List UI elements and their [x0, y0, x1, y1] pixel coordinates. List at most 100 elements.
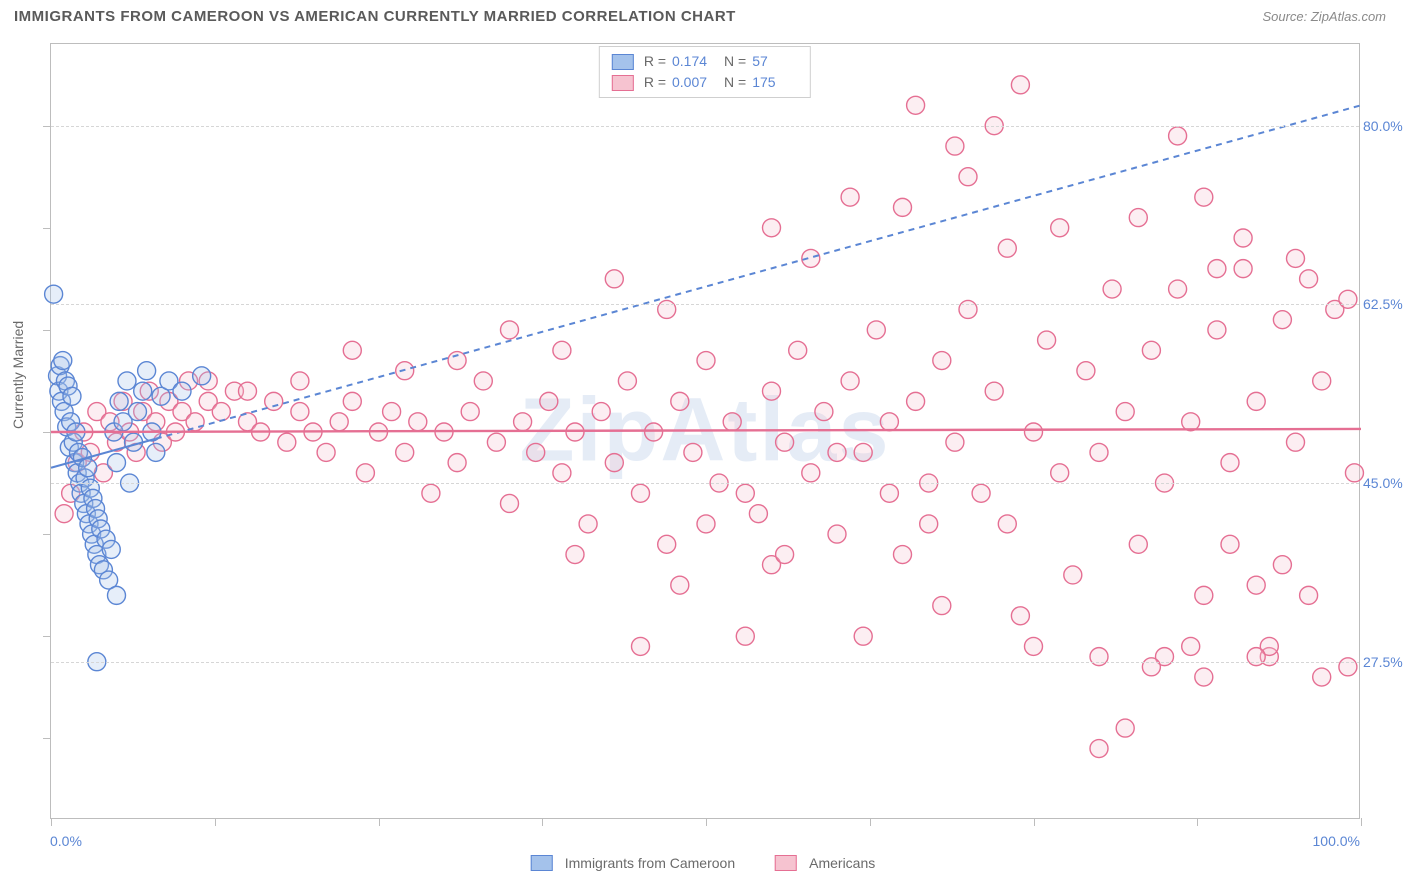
scatter-point: [422, 484, 440, 502]
scatter-point: [409, 413, 427, 431]
scatter-point: [592, 403, 610, 421]
scatter-point: [55, 505, 73, 523]
scatter-point: [1247, 648, 1265, 666]
scatter-point: [278, 433, 296, 451]
scatter-point: [658, 535, 676, 553]
scatter-point: [540, 392, 558, 410]
scatter-point: [763, 219, 781, 237]
scatter-point: [684, 443, 702, 461]
scatter-point: [1247, 576, 1265, 594]
scatter-point: [1221, 454, 1239, 472]
legend-swatch-americans: [612, 75, 634, 91]
scatter-point: [553, 464, 571, 482]
scatter-point: [867, 321, 885, 339]
legend-swatch-cameroon: [612, 54, 634, 70]
scatter-point: [736, 627, 754, 645]
scatter-point: [1090, 648, 1108, 666]
scatter-point: [749, 505, 767, 523]
scatter-point: [645, 423, 663, 441]
legend-item-americans: Americans: [775, 855, 875, 871]
scatter-point: [343, 341, 361, 359]
chart-wrap: Currently Married ZipAtlas R = 0.174 N =…: [0, 29, 1406, 881]
scatter-point: [854, 627, 872, 645]
scatter-point: [1116, 403, 1134, 421]
scatter-point: [54, 352, 72, 370]
scatter-point: [239, 382, 257, 400]
scatter-point: [186, 413, 204, 431]
legend-item-cameroon: Immigrants from Cameroon: [531, 855, 735, 871]
scatter-point: [45, 285, 63, 303]
legend-label-americans: Americans: [809, 855, 875, 871]
scatter-point: [330, 413, 348, 431]
scatter-point: [723, 413, 741, 431]
scatter-point: [946, 137, 964, 155]
scatter-point: [1025, 637, 1043, 655]
scatter-point: [1011, 607, 1029, 625]
scatter-point: [763, 382, 781, 400]
scatter-point: [1090, 740, 1108, 758]
scatter-point: [894, 546, 912, 564]
r-value-americans: 0.007: [672, 72, 718, 93]
scatter-point: [118, 372, 136, 390]
scatter-point: [789, 341, 807, 359]
scatter-point: [736, 484, 754, 502]
scatter-point: [658, 300, 676, 318]
scatter-point: [291, 372, 309, 390]
scatter-point: [697, 352, 715, 370]
scatter-point: [802, 464, 820, 482]
legend-swatch-cameroon-bottom: [531, 855, 553, 871]
scatter-point: [291, 403, 309, 421]
scatter-point: [1011, 76, 1029, 94]
scatter-point: [998, 515, 1016, 533]
scatter-point: [212, 403, 230, 421]
legend-label-cameroon: Immigrants from Cameroon: [565, 855, 735, 871]
scatter-point: [134, 382, 152, 400]
scatter-point: [1182, 637, 1200, 655]
scatter-point: [1038, 331, 1056, 349]
scatter-point: [102, 540, 120, 558]
scatter-point: [79, 459, 97, 477]
scatter-point: [671, 576, 689, 594]
legend-bottom: Immigrants from Cameroon Americans: [531, 855, 876, 871]
scatter-point: [1339, 658, 1357, 676]
scatter-point: [396, 443, 414, 461]
scatter-point: [448, 352, 466, 370]
scatter-point: [1195, 188, 1213, 206]
scatter-point: [1195, 668, 1213, 686]
y-tick-label: 62.5%: [1363, 296, 1406, 312]
scatter-point: [776, 433, 794, 451]
scatter-point: [1234, 260, 1252, 278]
y-tick-label: 27.5%: [1363, 654, 1406, 670]
scatter-point: [1221, 535, 1239, 553]
scatter-point: [1025, 423, 1043, 441]
chart-title: IMMIGRANTS FROM CAMEROON VS AMERICAN CUR…: [14, 8, 736, 25]
scatter-point: [1142, 341, 1160, 359]
scatter-point: [907, 392, 925, 410]
scatter-point: [138, 362, 156, 380]
scatter-point: [959, 300, 977, 318]
scatter-point: [880, 484, 898, 502]
scatter-point: [1208, 321, 1226, 339]
y-tick-label: 45.0%: [1363, 475, 1406, 491]
scatter-point: [880, 413, 898, 431]
scatter-point: [985, 382, 1003, 400]
scatter-point: [1195, 586, 1213, 604]
scatter-point: [383, 403, 401, 421]
scatter-point: [841, 188, 859, 206]
legend-stats: R = 0.174 N = 57 R = 0.007 N = 175: [599, 46, 811, 98]
scatter-point: [959, 168, 977, 186]
n-value-americans: 175: [752, 72, 798, 93]
scatter-point: [343, 392, 361, 410]
scatter-point: [841, 372, 859, 390]
scatter-point: [1287, 249, 1305, 267]
scatter-point: [193, 367, 211, 385]
x-min-label: 0.0%: [50, 833, 82, 849]
scatter-point: [501, 321, 519, 339]
scatter-point: [933, 352, 951, 370]
scatter-point: [1287, 433, 1305, 451]
scatter-point: [474, 372, 492, 390]
scatter-point: [501, 494, 519, 512]
scatter-point: [1345, 464, 1363, 482]
scatter-point: [1116, 719, 1134, 737]
scatter-point: [317, 443, 335, 461]
